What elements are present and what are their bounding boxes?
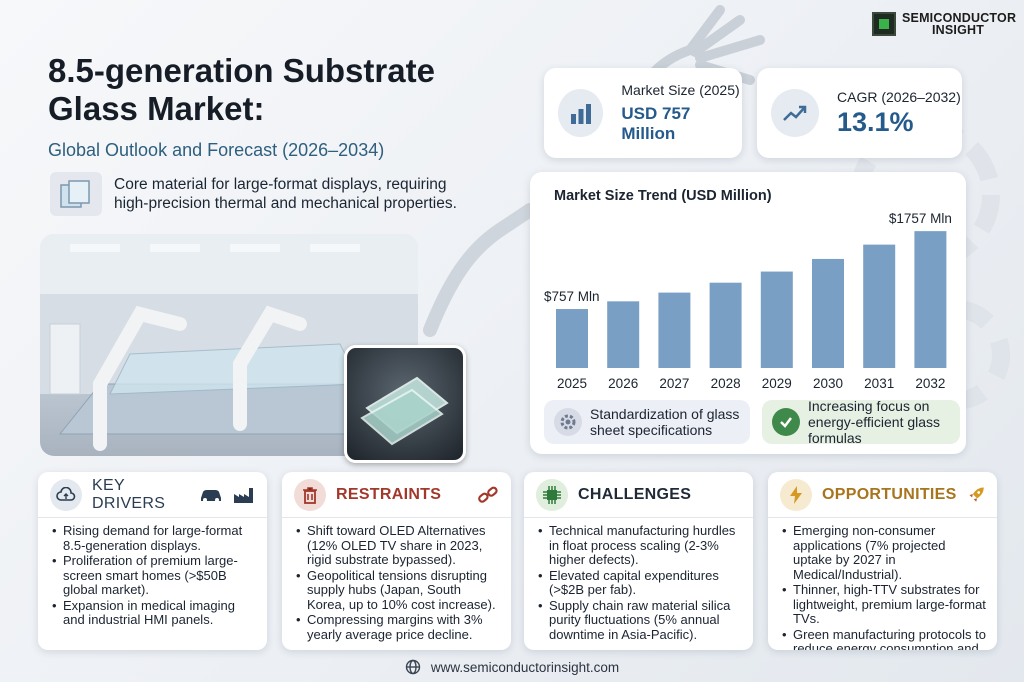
brand-logo: SEMICONDUCTOR INSIGHT — [872, 12, 1016, 36]
footer: www.semiconductorinsight.com — [0, 652, 1024, 682]
bar-2026 — [607, 301, 640, 368]
bar-2032 — [914, 231, 947, 368]
cagr-value: 13.1% — [837, 106, 914, 137]
brand-line2: INSIGHT — [932, 23, 985, 37]
panel-opportunities: OPPORTUNITIES Emerging non-consumer appl… — [768, 472, 997, 650]
panel-restraints-title: RESTRAINTS — [336, 485, 442, 503]
market-trend-chart: 2025 2026 2027 2028 2029 2030 2031 2032 $757 Ml… — [544, 211, 952, 391]
trash-icon — [294, 478, 326, 511]
rocket-icon — [969, 486, 984, 502]
list-item: Technical manufacturing hurdles in float… — [538, 523, 743, 568]
panel-challenges: CHALLENGES Technical manufacturing hurdl… — [524, 472, 753, 650]
list-item: Supply chain raw material silica purity … — [538, 598, 743, 643]
factory-icon — [234, 487, 253, 503]
bar-2028 — [709, 282, 742, 368]
list-item: Shift toward OLED Alternatives (12% OLED… — [296, 523, 501, 568]
list-item: Compressing margins with 3% yearly avera… — [296, 612, 501, 642]
data-label-first: $757 Mln — [544, 289, 600, 304]
title-line2: Glass Market: — [48, 90, 265, 127]
gear-chip-icon — [554, 408, 582, 436]
footer-url[interactable]: www.semiconductorinsight.com — [430, 659, 620, 675]
list-item: Rising demand for large-format 8.5-gener… — [52, 523, 257, 553]
brand-line1: SEMICONDUCTOR — [902, 11, 1017, 25]
page-subtitle: Global Outlook and Forecast (2026–2034) — [48, 140, 385, 160]
cloud-upload-icon — [50, 478, 82, 511]
cagr-label: CAGR (2026–2032) — [837, 88, 961, 105]
market-size-card: Market Size (2025) USD 757 Million — [544, 68, 742, 158]
x-tick-label: 2026 — [608, 376, 638, 391]
list-item: Proliferation of premium large-screen sm… — [52, 553, 257, 598]
factory-photo — [40, 234, 418, 456]
bar-chart-icon — [558, 89, 604, 137]
panel-key-drivers-title: KEY DRIVERS — [92, 476, 166, 512]
list-item: Thinner, high-TTV substrates for lightwe… — [782, 582, 987, 627]
market-size-label: Market Size (2025) — [621, 82, 740, 98]
bar-2027 — [658, 292, 691, 368]
x-tick-label: 2027 — [659, 376, 689, 391]
glass-sheets-icon — [50, 172, 102, 216]
chip-standardization: Standardization of glass sheet specifica… — [544, 400, 750, 444]
background-robot-arm — [423, 203, 537, 337]
bar-2030 — [812, 258, 844, 368]
chip-energy-efficient-text: Increasing focus on energy-efficient gla… — [808, 398, 941, 446]
car-icon — [201, 489, 221, 502]
list-item: Geopolitical tensions disrupting supply … — [296, 568, 501, 613]
title-line1: 8.5-generation Substrate — [48, 52, 435, 89]
chart-title: Market Size Trend (USD Million) — [554, 188, 772, 204]
list-item: Expansion in medical imaging and industr… — [52, 598, 257, 628]
chip-logo-icon — [872, 12, 896, 36]
bar-2025 — [556, 309, 588, 368]
glass-sample-photo — [344, 345, 466, 463]
panel-opportunities-title: OPPORTUNITIES — [822, 485, 957, 503]
lightning-icon — [780, 478, 812, 511]
x-tick-label: 2030 — [813, 376, 843, 391]
data-label-last: $1757 Mln — [889, 211, 952, 226]
description-row: Core material for large-format displays,… — [50, 172, 474, 216]
page-title: 8.5-generation Substrate Glass Market: — [48, 52, 508, 128]
panel-challenges-title: CHALLENGES — [578, 485, 692, 503]
x-tick-label: 2029 — [762, 376, 792, 391]
cagr-card: CAGR (2026–2032) 13.1% — [757, 68, 962, 158]
shield-check-icon — [772, 408, 800, 436]
list-item: Green manufacturing protocols to reduce … — [782, 627, 987, 650]
trend-up-icon — [771, 89, 819, 137]
bar-2029 — [760, 271, 793, 368]
x-tick-label: 2032 — [915, 376, 945, 391]
globe-icon — [405, 659, 421, 675]
market-size-value: USD 757 Million — [621, 104, 691, 143]
chip-icon — [536, 478, 568, 511]
bar-2031 — [863, 244, 896, 368]
broken-link-icon — [478, 486, 498, 503]
list-item: Elevated capital expenditures (>$2B per … — [538, 568, 743, 598]
x-tick-label: 2028 — [711, 376, 741, 391]
chip-energy-efficient: Increasing focus on energy-efficient gla… — [762, 398, 960, 446]
market-trend-chart-card: Market Size Trend (USD Million) 2025 2026… — [530, 172, 966, 454]
description-text: Core material for large-format displays,… — [114, 176, 457, 212]
chip-standardization-text: Standardization of glass sheet specifica… — [590, 406, 740, 438]
x-tick-label: 2031 — [864, 376, 894, 391]
list-item: Emerging non-consumer applications (7% p… — [782, 523, 987, 582]
panel-restraints: RESTRAINTS Shift toward OLED Alternative… — [282, 472, 511, 650]
panel-key-drivers: KEY DRIVERS Rising demand for large-form… — [38, 472, 267, 650]
x-tick-label: 2025 — [557, 376, 587, 391]
